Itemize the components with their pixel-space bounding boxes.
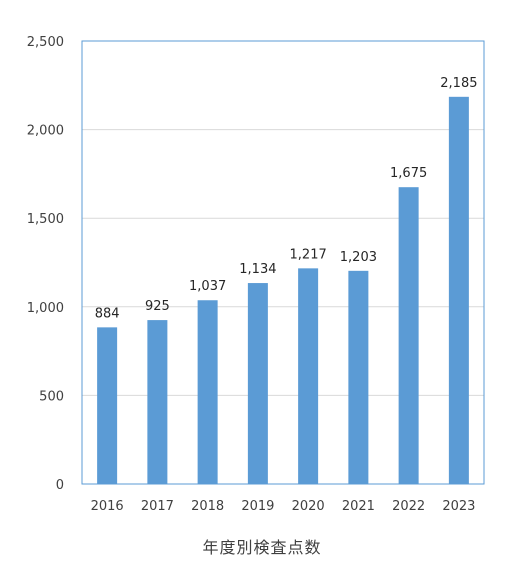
- x-tick-label: 2023: [442, 499, 475, 514]
- x-tick-label: 2016: [91, 499, 124, 514]
- bar: [147, 320, 168, 484]
- x-tick-label: 2022: [392, 499, 425, 514]
- data-label: 884: [95, 306, 120, 321]
- x-axis-ticks: 2016 2017 2018 2019 2020 2021 2022 2023: [91, 499, 476, 514]
- y-tick-label: 1,500: [27, 212, 64, 227]
- data-label: 925: [145, 299, 170, 314]
- bar: [197, 300, 218, 484]
- y-tick-label: 0: [56, 478, 64, 493]
- x-tick-label: 2018: [191, 499, 224, 514]
- x-axis-title: 年度別検査点数: [202, 538, 322, 557]
- data-label: 1,134: [239, 262, 276, 277]
- x-tick-label: 2020: [292, 499, 325, 514]
- plot-frame: [81, 40, 485, 485]
- bar: [97, 327, 118, 484]
- y-tick-label: 1,000: [27, 301, 64, 316]
- data-label: 1,203: [340, 250, 377, 265]
- bar: [448, 96, 469, 485]
- data-label: 1,217: [290, 247, 327, 262]
- data-label: 2,185: [440, 76, 477, 91]
- data-label: 1,675: [390, 166, 427, 181]
- y-tick-label: 500: [39, 389, 64, 404]
- x-tick-label: 2017: [141, 499, 174, 514]
- x-tick-label: 2019: [241, 499, 274, 514]
- bars: [97, 96, 469, 485]
- x-tick-label: 2021: [342, 499, 375, 514]
- bar: [398, 187, 419, 484]
- data-labels: 884 925 1,037 1,134 1,217 1,203 1,675 2,185: [95, 76, 478, 322]
- bar: [348, 270, 369, 484]
- data-label: 1,037: [189, 279, 226, 294]
- bar: [298, 268, 319, 484]
- y-tick-label: 2,000: [27, 124, 64, 139]
- bar: [247, 283, 268, 484]
- y-axis-ticks: 0 500 1,000 1,500 2,000 2,500: [27, 35, 64, 493]
- y-tick-label: 2,500: [27, 35, 64, 50]
